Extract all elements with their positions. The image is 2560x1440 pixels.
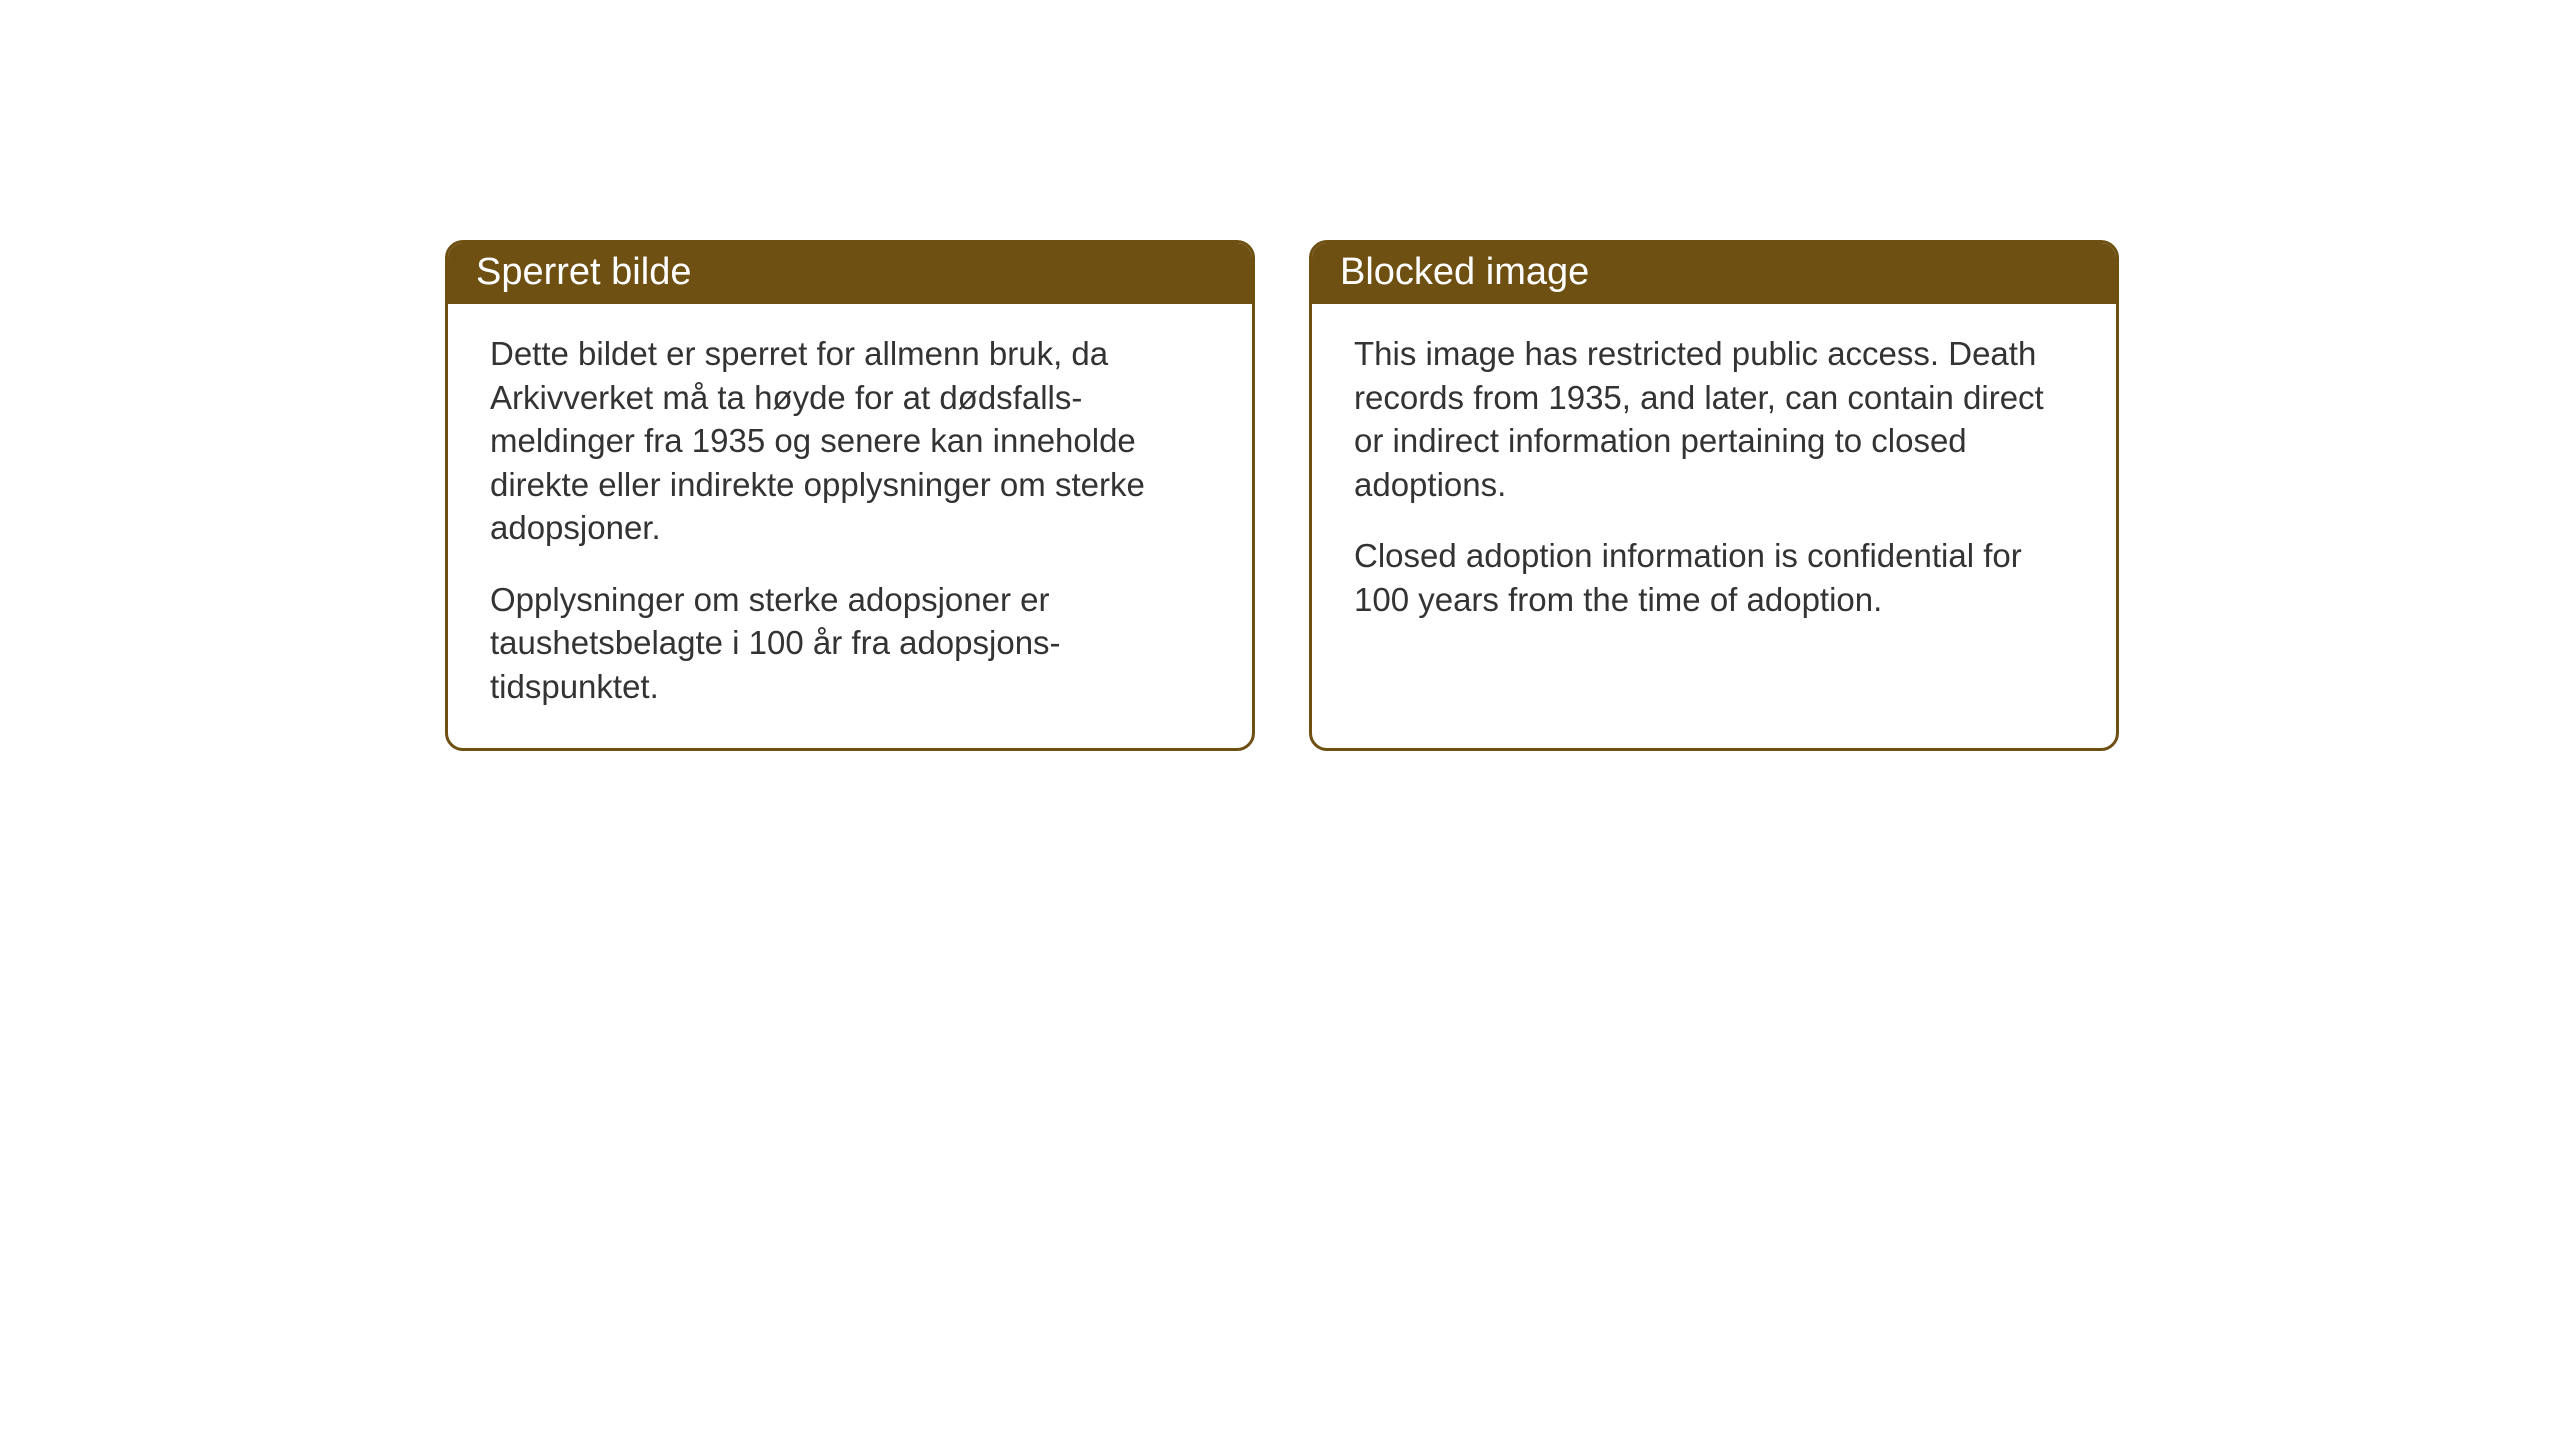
card-paragraph-2-norwegian: Opplysninger om sterke adopsjoner er tau… xyxy=(490,578,1210,709)
card-header-english: Blocked image xyxy=(1312,243,2116,304)
cards-container: Sperret bilde Dette bildet er sperret fo… xyxy=(0,0,2560,751)
card-paragraph-2-english: Closed adoption information is confident… xyxy=(1354,534,2074,621)
card-norwegian: Sperret bilde Dette bildet er sperret fo… xyxy=(445,240,1255,751)
card-body-norwegian: Dette bildet er sperret for allmenn bruk… xyxy=(448,304,1252,744)
card-paragraph-1-english: This image has restricted public access.… xyxy=(1354,332,2074,506)
card-english: Blocked image This image has restricted … xyxy=(1309,240,2119,751)
card-header-norwegian: Sperret bilde xyxy=(448,243,1252,304)
card-body-english: This image has restricted public access.… xyxy=(1312,304,2116,657)
card-paragraph-1-norwegian: Dette bildet er sperret for allmenn bruk… xyxy=(490,332,1210,550)
card-title-norwegian: Sperret bilde xyxy=(476,251,691,293)
card-title-english: Blocked image xyxy=(1340,251,1589,293)
